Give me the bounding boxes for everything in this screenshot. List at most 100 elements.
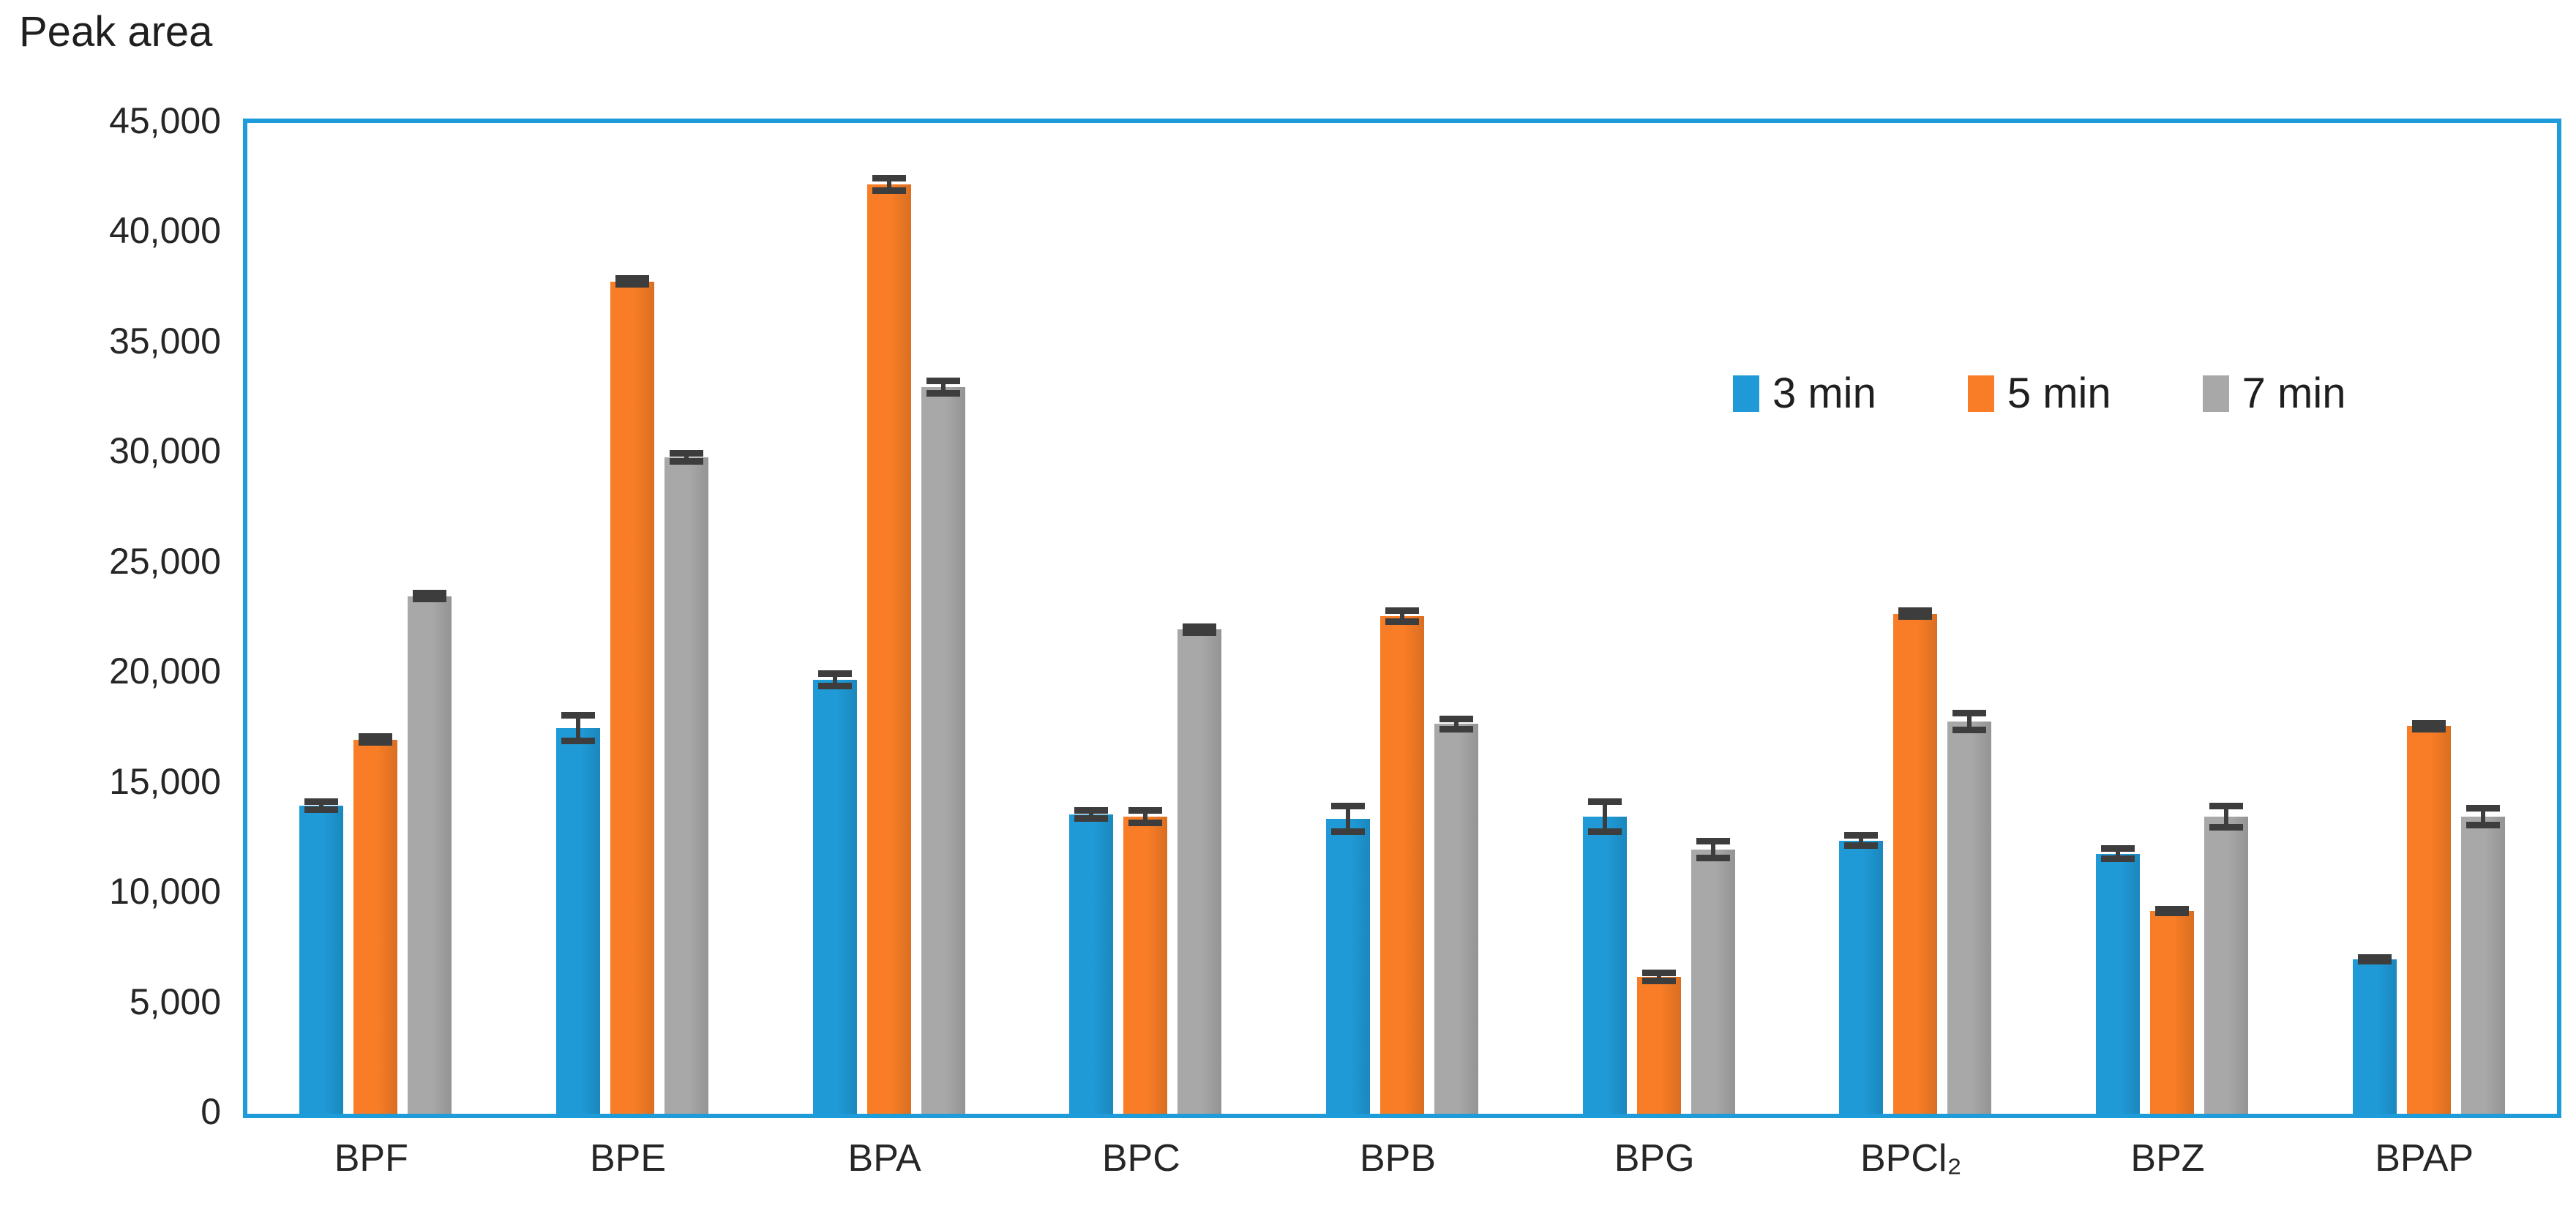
x-axis-category-label: BPAP bbox=[2375, 1137, 2474, 1180]
error-bar-cap-bottom bbox=[1587, 828, 1622, 835]
bar-group-2 bbox=[504, 123, 761, 1114]
error-bar-cap-bottom bbox=[413, 596, 447, 603]
y-axis-tick-label: 25,000 bbox=[109, 540, 221, 582]
y-axis-tick-label: 15,000 bbox=[109, 760, 221, 802]
x-axis-category-label: BPC bbox=[1101, 1137, 1180, 1180]
error-bar bbox=[940, 381, 946, 394]
x-axis-category-label: BPA bbox=[847, 1137, 921, 1180]
error-bar-cap-top bbox=[872, 175, 906, 182]
error-bar bbox=[2480, 807, 2485, 825]
bar-series1-cat6 bbox=[1582, 816, 1627, 1114]
error-bar-cap-bottom bbox=[615, 281, 649, 288]
bar-group-6 bbox=[1530, 123, 1787, 1114]
error-bar-cap-bottom bbox=[1385, 618, 1419, 625]
error-bar-cap-bottom bbox=[2357, 958, 2392, 965]
bar-series3-cat9 bbox=[2460, 816, 2505, 1114]
error-bar-cap-bottom bbox=[1439, 725, 1473, 732]
error-bar bbox=[1453, 718, 1459, 730]
y-axis-tick-label: 5,000 bbox=[129, 981, 221, 1022]
legend-item-3-min: 3 min bbox=[1733, 369, 1876, 418]
error-bar-cap-bottom bbox=[2154, 910, 2189, 917]
error-bar bbox=[684, 453, 689, 462]
y-axis-tick-label: 35,000 bbox=[109, 320, 221, 361]
x-axis-category-label: BPZ bbox=[2130, 1137, 2205, 1180]
error-bar-cap-bottom bbox=[1330, 828, 1365, 835]
bar-series3-cat6 bbox=[1690, 849, 1735, 1114]
error-bar bbox=[2115, 848, 2120, 860]
error-bar bbox=[1602, 801, 1607, 832]
bar-series3-cat2 bbox=[664, 457, 708, 1114]
error-bar-cap-top bbox=[1330, 802, 1365, 809]
error-bar-cap-top bbox=[2209, 802, 2243, 809]
error-bar-cap-top bbox=[1844, 832, 1879, 839]
error-bar-cap-top bbox=[1587, 798, 1622, 805]
bar-series1-cat4 bbox=[1069, 814, 1114, 1114]
error-bar-cap-bottom bbox=[1844, 842, 1879, 850]
legend-label: 5 min bbox=[2007, 370, 2111, 417]
error-bar-cap-bottom bbox=[359, 739, 393, 746]
error-bar-cap-top bbox=[2100, 845, 2135, 853]
error-bar bbox=[1345, 805, 1350, 832]
error-bar bbox=[319, 801, 324, 810]
error-bar-cap-bottom bbox=[1641, 978, 1676, 985]
error-bar bbox=[1859, 835, 1864, 847]
error-bar-cap-bottom bbox=[304, 806, 339, 813]
error-bar bbox=[1710, 840, 1715, 858]
error-bar bbox=[1089, 809, 1094, 819]
error-bar-cap-top bbox=[413, 590, 447, 597]
bar-series1-cat3 bbox=[812, 680, 857, 1114]
y-axis-tick-label: 40,000 bbox=[109, 210, 221, 252]
error-bar-cap-bottom bbox=[1952, 727, 1987, 734]
y-axis-tick-label: 45,000 bbox=[109, 100, 221, 141]
error-bar-cap-top bbox=[304, 798, 339, 805]
bar-series1-cat7 bbox=[1839, 840, 1884, 1114]
legend-swatch-icon bbox=[2202, 375, 2229, 412]
bar-series1-cat9 bbox=[2352, 959, 2397, 1114]
error-bar-cap-top bbox=[817, 670, 852, 678]
legend-label: 7 min bbox=[2242, 370, 2346, 417]
x-axis-category-label: BPE bbox=[589, 1137, 667, 1180]
bar-series1-cat1 bbox=[299, 805, 344, 1114]
bar-series3-cat5 bbox=[1434, 724, 1478, 1114]
error-bar-cap-bottom bbox=[669, 458, 703, 465]
error-bar-cap-top bbox=[1128, 806, 1163, 814]
error-bar-cap-bottom bbox=[561, 738, 595, 745]
bar-series3-cat4 bbox=[1177, 629, 1222, 1114]
bar-group-3 bbox=[760, 123, 1017, 1114]
error-bar-cap-top bbox=[1074, 806, 1109, 814]
legend-label: 3 min bbox=[1772, 370, 1876, 417]
chart-title: Peak area bbox=[19, 8, 213, 56]
bar-series2-cat5 bbox=[1379, 616, 1424, 1114]
bar-series2-cat3 bbox=[866, 184, 911, 1114]
bar-series2-cat6 bbox=[1636, 977, 1681, 1114]
bar-series1-cat2 bbox=[555, 728, 600, 1114]
bar-group-9 bbox=[2300, 123, 2557, 1114]
bar-series2-cat9 bbox=[2406, 726, 2451, 1114]
error-bar bbox=[1143, 809, 1148, 823]
y-axis-tick-label: 30,000 bbox=[109, 430, 221, 472]
error-bar-cap-top bbox=[615, 275, 649, 282]
error-bar-cap-bottom bbox=[1128, 819, 1163, 826]
error-bar-cap-bottom bbox=[926, 390, 960, 397]
error-bar-cap-top bbox=[561, 712, 595, 719]
error-bar-cap-bottom bbox=[1898, 613, 1933, 621]
error-bar-cap-bottom bbox=[1696, 854, 1730, 861]
y-axis-tick-label: 10,000 bbox=[109, 871, 221, 913]
error-bar-cap-top bbox=[1183, 623, 1217, 630]
bar-group-4 bbox=[1017, 123, 1274, 1114]
bar-series2-cat4 bbox=[1123, 816, 1168, 1114]
error-bar-cap-bottom bbox=[872, 187, 906, 195]
legend-item-5-min: 5 min bbox=[1967, 369, 2111, 418]
error-bar-cap-top bbox=[1952, 710, 1987, 717]
error-bar-cap-top bbox=[2154, 906, 2189, 913]
error-bar-cap-top bbox=[2357, 954, 2392, 962]
error-bar-cap-bottom bbox=[817, 683, 852, 690]
legend-swatch-icon bbox=[1967, 375, 1994, 412]
error-bar-cap-top bbox=[1641, 970, 1676, 977]
x-axis-category-label: BPF bbox=[334, 1137, 408, 1180]
bar-series2-cat7 bbox=[1893, 613, 1938, 1114]
error-bar-cap-bottom bbox=[2100, 855, 2135, 863]
x-axis-category-label: BPCl₂ bbox=[1860, 1137, 1962, 1180]
error-bar-cap-top bbox=[2411, 719, 2446, 727]
